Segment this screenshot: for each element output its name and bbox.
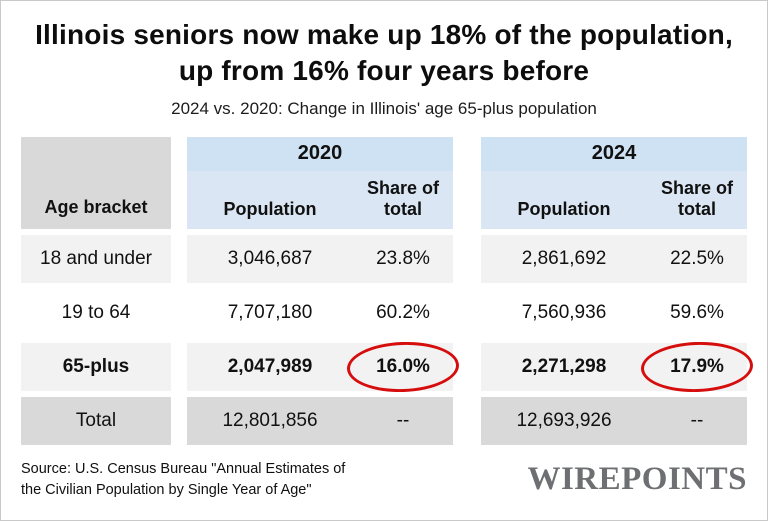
age-cell: 18 and under <box>21 234 171 283</box>
table-row-total: Total 12,801,856 -- 12,693,926 -- <box>21 396 747 445</box>
age-bracket-header: Age bracket <box>21 136 171 229</box>
age-cell: 65-plus <box>21 342 171 391</box>
chart-title: Illinois seniors now make up 18% of the … <box>35 19 733 86</box>
share-2024-cell: 59.6% <box>670 301 724 323</box>
population-2020-cell: 7,707,180 <box>227 301 313 323</box>
age-cell: Total <box>21 396 171 445</box>
population-2020-cell: 3,046,687 <box>187 234 353 283</box>
share-2024-cell: 22.5% <box>647 234 747 283</box>
population-2020-cell: 12,801,856 <box>187 396 353 445</box>
table-header: Age bracket 2020 Population Share of tot… <box>21 136 747 229</box>
population-2024-cell: 12,693,926 <box>481 396 647 445</box>
share-2020-cell: -- <box>353 396 453 445</box>
table-row-65-plus: 65-plus 2,047,989 16.0% 2,271,298 17.9% <box>21 339 754 394</box>
col-header-share-2020: Share of total <box>353 170 453 229</box>
col-header-population-2024: Population <box>481 170 647 229</box>
chart-subtitle: 2024 vs. 2020: Change in Illinois' age 6… <box>171 98 597 118</box>
population-2024-cell: 2,271,298 <box>481 342 647 391</box>
share-2020-cell: 60.2% <box>376 301 430 323</box>
col-header-population-2020: Population <box>187 170 353 229</box>
share-2020-cell: 16.0% <box>346 339 460 394</box>
share-2024-cell: 17.9% <box>640 339 754 394</box>
col-header-share-2024: Share of total <box>647 170 747 229</box>
source-note: Source: U.S. Census Bureau "Annual Estim… <box>21 459 345 501</box>
share-2020-value: 16.0% <box>376 355 430 377</box>
share-2020-cell: 23.8% <box>353 234 453 283</box>
population-2024-cell: 2,861,692 <box>481 234 647 283</box>
footer: Source: U.S. Census Bureau "Annual Estim… <box>21 459 747 501</box>
source-line-1: Source: U.S. Census Bureau "Annual Estim… <box>21 460 346 477</box>
population-2020-cell: 2,047,989 <box>187 342 353 391</box>
share-2024-value: 17.9% <box>670 355 724 377</box>
infographic: Illinois seniors now make up 18% of the … <box>1 17 767 501</box>
wirepoints-logo: WIREPOINTS <box>527 461 747 498</box>
age-cell: 19 to 64 <box>61 301 131 323</box>
source-line-2: the Civilian Population by Single Year o… <box>21 481 312 498</box>
year-header-2020: 2020 <box>187 136 453 171</box>
population-table: Age bracket 2020 Population Share of tot… <box>21 136 754 445</box>
year-header-2024: 2024 <box>481 136 747 171</box>
population-2024-cell: 7,560,936 <box>521 301 607 323</box>
share-2024-cell: -- <box>647 396 747 445</box>
table-row-19-to-64: 19 to 64 7,707,180 60.2% 7,560,936 59.6% <box>21 289 747 337</box>
table-row-18-and-under: 18 and under 3,046,687 23.8% 2,861,692 2… <box>21 234 747 283</box>
